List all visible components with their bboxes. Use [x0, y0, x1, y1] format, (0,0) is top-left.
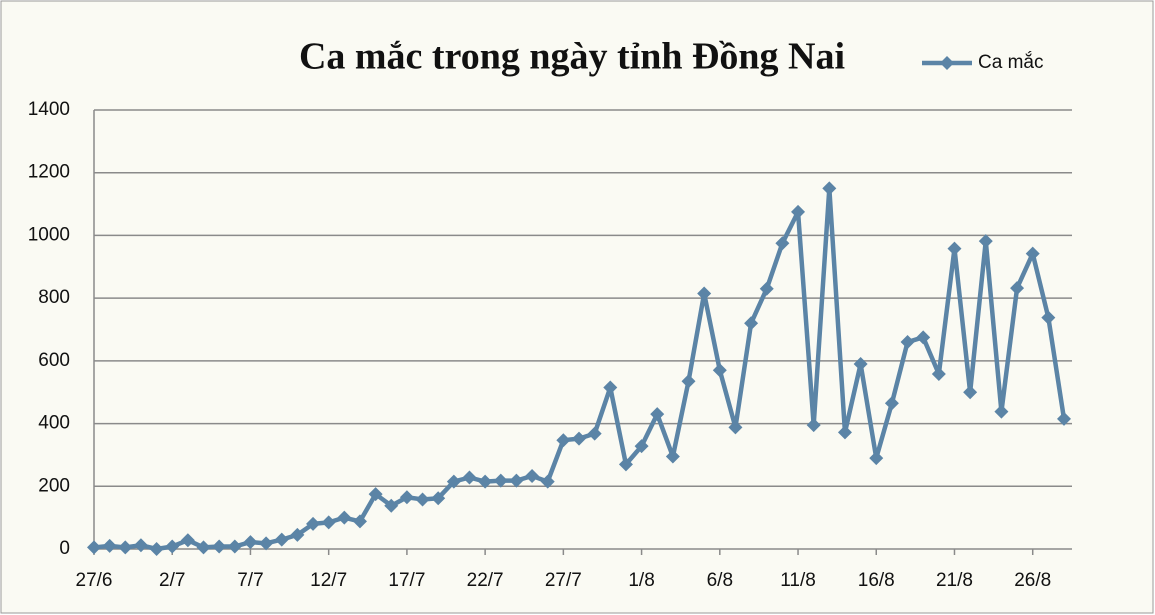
marker	[368, 487, 383, 502]
x-tick-label: 12/7	[310, 570, 347, 591]
x-tick-label: 17/7	[388, 570, 425, 591]
marker	[149, 542, 164, 556]
marker	[462, 470, 477, 485]
y-tick-label: 1200	[28, 162, 70, 183]
marker	[525, 468, 540, 483]
marker	[822, 181, 837, 196]
y-tick-label: 1400	[28, 99, 70, 120]
marker	[478, 474, 493, 489]
marker	[306, 516, 321, 531]
marker	[165, 539, 180, 554]
marker	[290, 527, 305, 542]
chart-title: Ca mắc trong ngày tỉnh Đồng Nai	[299, 36, 845, 78]
marker	[572, 431, 586, 446]
marker	[963, 385, 978, 400]
marker	[587, 426, 602, 441]
x-tick-label: 2/7	[159, 570, 185, 591]
y-tick-label: 800	[38, 287, 70, 308]
marker	[916, 330, 931, 345]
marker	[681, 374, 696, 389]
marker	[556, 433, 571, 448]
marker	[540, 474, 555, 489]
marker	[994, 404, 1009, 419]
marker	[196, 540, 211, 555]
marker	[853, 356, 868, 371]
x-tick-label: 27/7	[545, 570, 582, 591]
marker	[1057, 411, 1071, 426]
marker	[775, 236, 790, 251]
marker	[133, 538, 148, 553]
marker	[321, 515, 336, 530]
marker	[274, 532, 289, 547]
marker	[665, 449, 680, 464]
marker	[744, 316, 759, 331]
marker	[1025, 246, 1040, 261]
marker	[697, 286, 712, 301]
marker	[384, 498, 399, 513]
y-tick-label: 600	[38, 350, 70, 371]
x-tick-label: 6/8	[707, 570, 733, 591]
marker	[791, 204, 806, 219]
marker	[259, 536, 274, 551]
y-tick-label: 200	[38, 475, 70, 496]
marker	[931, 367, 946, 382]
marker	[87, 540, 101, 555]
marker	[509, 473, 524, 488]
marker	[650, 407, 665, 422]
marker	[884, 396, 899, 411]
y-tick-label: 1000	[28, 224, 70, 245]
x-tick-label: 11/8	[780, 570, 816, 591]
marker	[1010, 281, 1025, 296]
marker	[978, 234, 993, 249]
y-tick-label: 400	[38, 413, 70, 434]
x-tick-label: 7/7	[237, 570, 263, 591]
marker	[869, 451, 884, 466]
marker	[634, 439, 649, 454]
x-tick-label: 16/8	[858, 570, 895, 591]
legend-label: Ca mắc	[978, 51, 1043, 73]
marker	[102, 538, 117, 553]
marker	[1041, 310, 1056, 325]
y-tick-label: 0	[59, 538, 70, 559]
marker	[759, 281, 774, 296]
marker	[399, 490, 414, 505]
marker	[493, 473, 508, 488]
marker	[446, 474, 461, 489]
marker	[118, 540, 133, 555]
x-tick-label: 1/8	[628, 570, 654, 591]
marker	[227, 539, 242, 554]
x-tick-label: 21/8	[936, 570, 973, 591]
marker	[712, 363, 727, 378]
marker	[806, 418, 821, 433]
marker	[212, 539, 227, 554]
marker	[618, 457, 633, 472]
marker	[900, 335, 915, 350]
marker	[243, 535, 258, 550]
x-tick-label: 27/6	[76, 570, 113, 591]
marker	[947, 241, 962, 256]
marker	[603, 380, 618, 395]
legend-marker	[940, 56, 954, 70]
x-tick-label: 26/8	[1014, 570, 1051, 591]
marker	[337, 510, 352, 525]
marker	[352, 514, 367, 529]
x-tick-label: 22/7	[467, 570, 504, 591]
marker	[837, 425, 852, 440]
marker	[431, 491, 446, 506]
marker	[180, 533, 195, 548]
marker	[728, 420, 743, 435]
marker	[415, 492, 430, 507]
